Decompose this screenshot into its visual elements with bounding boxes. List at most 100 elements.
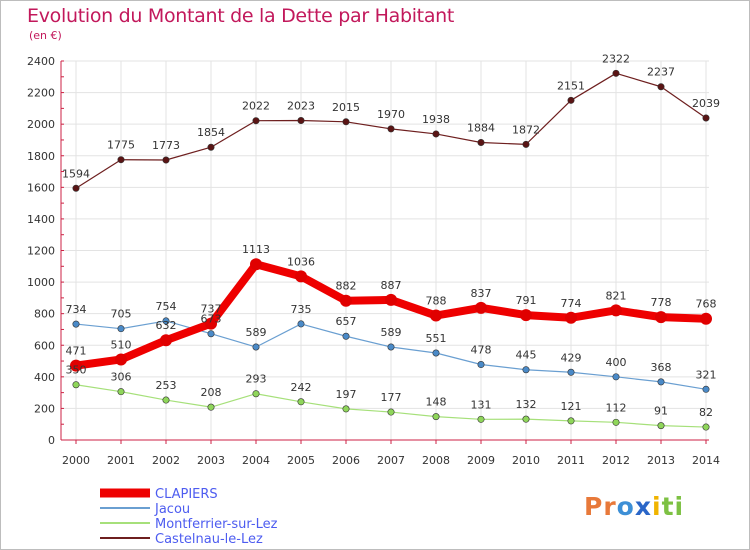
- data-point: [702, 423, 710, 431]
- data-point: [567, 368, 575, 376]
- data-label: 350: [66, 364, 87, 377]
- data-point: [387, 408, 395, 416]
- data-point: [342, 405, 350, 413]
- data-label: 551: [426, 332, 447, 345]
- data-label: 778: [651, 296, 672, 309]
- x-tick-label: 2013: [647, 454, 675, 467]
- data-label: 429: [561, 351, 582, 364]
- data-label: 132: [516, 398, 537, 411]
- data-label: 1884: [467, 121, 495, 134]
- x-tick-label: 2006: [332, 454, 360, 467]
- data-label: 657: [336, 315, 357, 328]
- data-point: [475, 301, 487, 314]
- y-tick-label: 2400: [27, 55, 55, 68]
- data-label: 737: [201, 303, 222, 316]
- data-label: 112: [606, 401, 627, 414]
- logo-letter: t: [661, 492, 675, 521]
- data-point: [565, 311, 577, 324]
- data-label: 1872: [512, 123, 540, 136]
- data-label: 253: [156, 379, 177, 392]
- y-tick-label: 1000: [27, 276, 55, 289]
- data-label: 321: [696, 368, 717, 381]
- data-point: [477, 361, 485, 369]
- legend-label: Castelnau-le-Lez: [155, 532, 263, 547]
- data-label: 589: [246, 326, 267, 339]
- data-point: [207, 143, 215, 151]
- data-label: 121: [561, 400, 582, 413]
- data-point: [702, 114, 710, 122]
- series-castelnau-le-lez: [72, 69, 710, 192]
- x-tick-label: 2002: [152, 454, 180, 467]
- data-label: 478: [471, 344, 492, 357]
- y-tick-label: 1400: [27, 213, 55, 226]
- data-label: 2022: [242, 100, 270, 113]
- data-point: [522, 140, 530, 148]
- y-tick-label: 1800: [27, 150, 55, 163]
- data-point: [522, 415, 530, 423]
- data-label: 242: [291, 381, 312, 394]
- data-point: [385, 293, 397, 306]
- data-label: 2039: [692, 97, 720, 110]
- x-tick-label: 2007: [377, 454, 405, 467]
- data-label: 1854: [197, 126, 225, 139]
- data-label: 589: [381, 326, 402, 339]
- x-tick-label: 2001: [107, 454, 135, 467]
- data-point: [252, 117, 260, 125]
- data-point: [387, 125, 395, 133]
- data-point: [297, 320, 305, 328]
- x-tick-label: 2014: [692, 454, 720, 467]
- data-label: 735: [291, 303, 312, 316]
- y-tick-label: 1600: [27, 181, 55, 194]
- data-point: [520, 309, 532, 322]
- data-label: 837: [471, 287, 492, 300]
- data-label: 510: [111, 338, 132, 351]
- logo-letter: i: [674, 492, 685, 521]
- data-point: [700, 312, 712, 325]
- data-label: 791: [516, 294, 537, 307]
- data-label: 1970: [377, 108, 405, 121]
- data-point: [160, 334, 172, 347]
- data-label: 368: [651, 361, 672, 374]
- data-point: [612, 373, 620, 381]
- data-point: [205, 317, 217, 330]
- data-point: [432, 413, 440, 421]
- data-label: 632: [156, 319, 177, 332]
- data-label: 882: [336, 280, 357, 293]
- chart-title: Evolution du Montant de la Dette par Hab…: [27, 5, 455, 27]
- x-tick-label: 2003: [197, 454, 225, 467]
- x-tick-label: 2011: [557, 454, 585, 467]
- data-point: [340, 294, 352, 307]
- data-point: [342, 118, 350, 126]
- data-point: [252, 390, 260, 398]
- data-point: [612, 418, 620, 426]
- data-point: [72, 381, 80, 389]
- data-point: [70, 359, 82, 372]
- data-point: [117, 325, 125, 333]
- data-label: 788: [426, 295, 447, 308]
- data-label: 471: [66, 345, 87, 358]
- data-label: 1938: [422, 113, 450, 126]
- data-point: [115, 353, 127, 366]
- data-label: 1594: [62, 167, 90, 180]
- data-point: [477, 138, 485, 146]
- data-point: [250, 258, 262, 271]
- legend-label: Montferrier-sur-Lez: [155, 517, 278, 532]
- data-label: 1775: [107, 139, 135, 152]
- x-tick-label: 2000: [62, 454, 90, 467]
- data-label: 208: [201, 386, 222, 399]
- data-label: 705: [111, 308, 132, 321]
- data-point: [612, 69, 620, 77]
- data-label: 774: [561, 297, 582, 310]
- y-tick-label: 0: [48, 434, 55, 447]
- data-point: [207, 403, 215, 411]
- data-point: [657, 422, 665, 430]
- data-label: 887: [381, 279, 402, 292]
- logo-letter: r: [603, 492, 617, 521]
- data-label: 400: [606, 356, 627, 369]
- data-label: 821: [606, 289, 627, 302]
- y-tick-label: 600: [34, 339, 55, 352]
- data-point: [297, 398, 305, 406]
- logo-letter: x: [634, 492, 652, 521]
- y-tick-label: 800: [34, 308, 55, 321]
- series-clapiers: [70, 258, 712, 372]
